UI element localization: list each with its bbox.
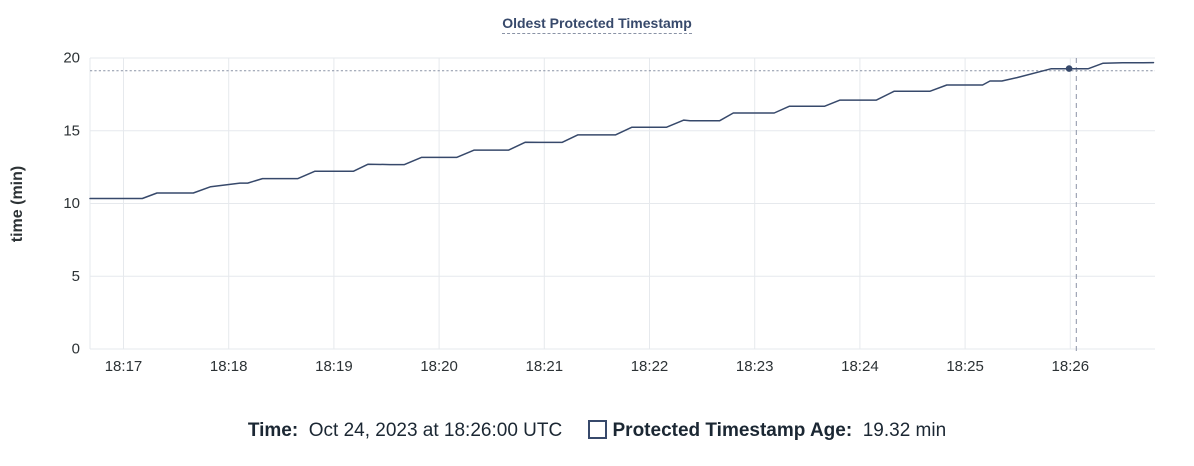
svg-text:18:18: 18:18 — [210, 358, 248, 375]
svg-text:20: 20 — [63, 50, 80, 67]
svg-text:18:24: 18:24 — [841, 358, 879, 375]
svg-text:5: 5 — [72, 268, 80, 285]
svg-text:18:23: 18:23 — [736, 358, 774, 375]
svg-text:10: 10 — [63, 195, 80, 212]
svg-text:time (min): time (min) — [9, 166, 26, 242]
svg-text:18:19: 18:19 — [315, 358, 353, 375]
svg-text:0: 0 — [72, 341, 80, 358]
svg-text:18:22: 18:22 — [631, 358, 669, 375]
svg-text:18:26: 18:26 — [1052, 358, 1090, 375]
svg-text:18:20: 18:20 — [420, 358, 458, 375]
svg-text:18:25: 18:25 — [946, 358, 984, 375]
svg-text:15: 15 — [63, 122, 80, 139]
svg-text:18:17: 18:17 — [105, 358, 143, 375]
svg-text:18:21: 18:21 — [526, 358, 564, 375]
